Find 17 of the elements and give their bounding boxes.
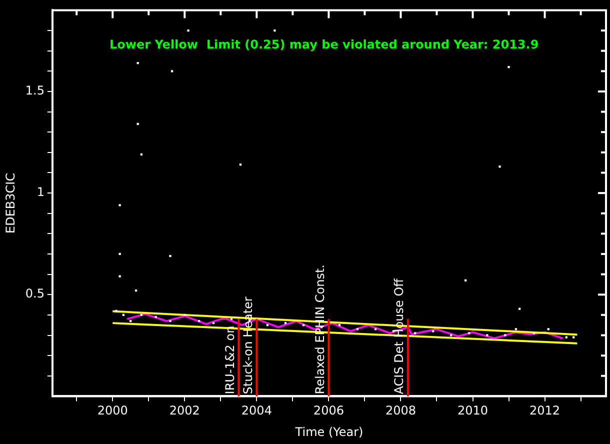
ref-line-label: ACIS Det House Off	[392, 278, 406, 394]
x-axis-title: Time (Year)	[294, 424, 364, 439]
x-tick-label: 2006	[313, 404, 344, 418]
ref-line-label: Relaxed EPHIN Const.	[312, 264, 327, 394]
y-tick-label: 1.5	[25, 84, 44, 98]
y-tick-label: 0.5	[25, 286, 44, 301]
x-tick-label: 2002	[169, 404, 200, 418]
y-tick-label: 1	[36, 185, 44, 200]
x-tick-label: 2008	[385, 404, 416, 418]
y-axis-title: EDEB3CIC	[3, 172, 18, 234]
x-tick-label: 2000	[97, 404, 128, 418]
annotation: Lower Yellow Limit (0.25) may be violated around Year: 2013.9	[109, 37, 539, 52]
x-tick-label: 2004	[241, 404, 272, 418]
x-tick-label: 2012	[530, 404, 560, 418]
x-tick-label: 2010	[457, 404, 488, 418]
ref-line-label: Stuck-on Heater	[240, 296, 255, 394]
ref-line-label: IRU-1&2 on	[222, 326, 237, 394]
